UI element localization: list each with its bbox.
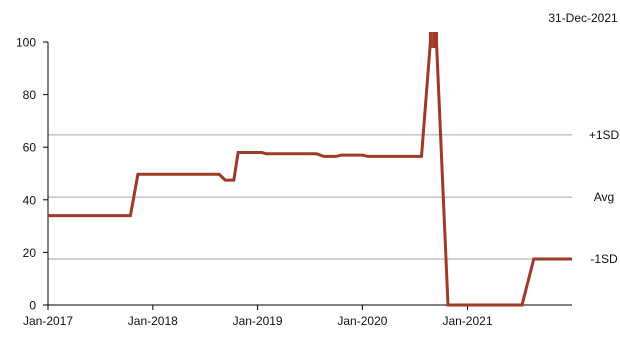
reference-label-2: -1SD (590, 252, 618, 266)
reference-label-0: +1SD (589, 128, 620, 142)
x-tick-label-1: Jan-2018 (128, 314, 178, 328)
x-tick-label-4: Jan-2021 (442, 314, 492, 328)
y-tick-label-3: 60 (23, 141, 37, 155)
y-tick-label-4: 80 (23, 88, 37, 102)
date-label: 31-Dec-2021 (548, 11, 618, 25)
reference-label-1: Avg (594, 190, 614, 204)
series-line-0 (48, 40, 572, 307)
y-tick-label-1: 20 (23, 246, 37, 260)
y-tick-label-5: 100 (16, 36, 36, 50)
y-tick-label-0: 0 (29, 299, 36, 313)
y-tick-label-2: 40 (23, 193, 37, 207)
x-tick-label-0: Jan-2017 (23, 314, 73, 328)
x-tick-label-2: Jan-2019 (233, 314, 283, 328)
x-tick-label-3: Jan-2020 (337, 314, 387, 328)
